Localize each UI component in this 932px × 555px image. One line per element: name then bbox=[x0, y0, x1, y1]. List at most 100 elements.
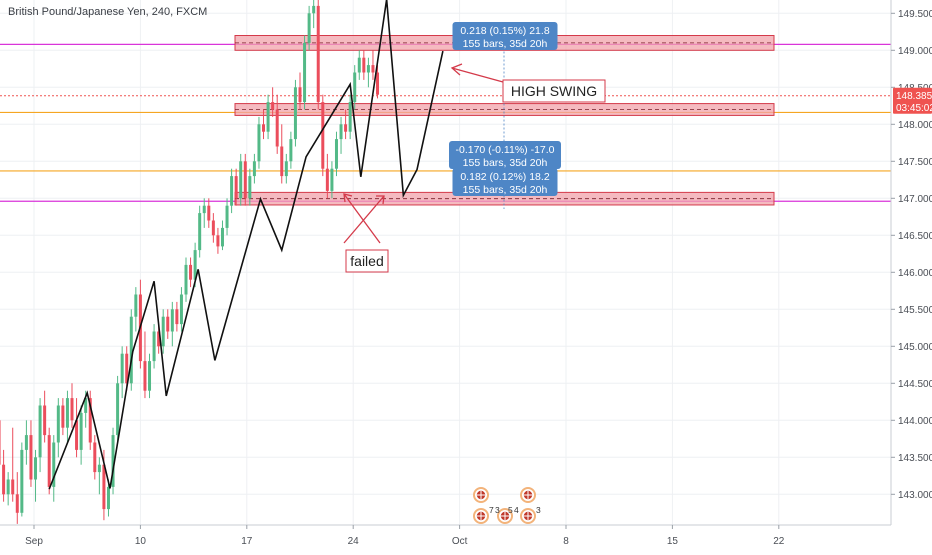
high-swing-arrow-shaft bbox=[451, 67, 504, 83]
candle-body-down bbox=[371, 65, 375, 73]
failed-annotation: failed bbox=[343, 193, 389, 273]
candle-body-down bbox=[207, 205, 211, 221]
candle-body-up bbox=[152, 331, 156, 362]
candle-body-down bbox=[325, 168, 329, 191]
price-tick-label: 146.500 bbox=[898, 231, 932, 242]
candle-body-down bbox=[216, 235, 220, 247]
candles bbox=[0, 0, 380, 524]
candle-body-up bbox=[252, 161, 256, 177]
candle-body-up bbox=[84, 398, 88, 413]
candle-body-up bbox=[129, 316, 133, 384]
candle-body-up bbox=[239, 161, 243, 199]
candle-body-up bbox=[20, 449, 24, 513]
high-swing-label-box bbox=[502, 79, 606, 103]
candle-body-down bbox=[11, 479, 15, 495]
high-swing-annotation: HIGH SWING bbox=[450, 63, 606, 103]
price-tick-label: 149.500 bbox=[898, 9, 932, 20]
event-badge-jpy-group bbox=[520, 508, 536, 524]
candle-body-up bbox=[134, 294, 138, 317]
candle-body-down bbox=[344, 124, 348, 132]
candle-body-down bbox=[275, 109, 279, 147]
candle-body-up bbox=[257, 124, 261, 162]
candle-body-up bbox=[120, 353, 124, 384]
candle-body-up bbox=[334, 139, 338, 169]
candle-body-up bbox=[198, 213, 202, 251]
candle-body-up bbox=[161, 316, 165, 347]
bar-countdown: 03:45:02 bbox=[896, 103, 932, 114]
event-badge-gbp-group-1 bbox=[473, 508, 489, 524]
candle-body-down bbox=[316, 5, 320, 103]
candle-body-down bbox=[102, 464, 106, 510]
price-tick-label: 147.500 bbox=[898, 157, 932, 168]
candle-body-down bbox=[125, 353, 129, 384]
price-tick-label: 147.000 bbox=[898, 194, 932, 205]
failed-arrow-left-head bbox=[343, 193, 353, 203]
candle-body-down bbox=[15, 494, 19, 513]
price-tick-label: 146.000 bbox=[898, 268, 932, 279]
candle-body-up bbox=[330, 168, 334, 191]
candle-body-up bbox=[116, 383, 120, 436]
event-count-badge: 4 bbox=[514, 505, 519, 515]
candle-body-down bbox=[234, 176, 238, 199]
time-tick-label: 15 bbox=[667, 536, 679, 547]
price-tick-label: 144.500 bbox=[898, 379, 932, 390]
candle-body-up bbox=[79, 412, 83, 450]
measure-box-middle-line1: -0.170 (-0.11%) -17.0 bbox=[455, 144, 554, 156]
candle-body-up bbox=[348, 102, 352, 132]
candle-body-up bbox=[366, 65, 370, 73]
candle-body-down bbox=[47, 435, 51, 487]
candle-body-down bbox=[29, 435, 33, 480]
candle-body-down bbox=[211, 220, 215, 236]
time-tick-label: 17 bbox=[241, 536, 253, 547]
candle-body-up bbox=[34, 457, 38, 480]
time-tick-label: 24 bbox=[348, 536, 360, 547]
candle-body-down bbox=[376, 72, 380, 95]
event-badge-gbp-group-2 bbox=[497, 508, 513, 524]
candle-body-down bbox=[166, 316, 170, 332]
measure-box-bottom-line1: 0.182 (0.12%) 18.2 bbox=[460, 171, 549, 183]
swing-line bbox=[48, 0, 444, 490]
candle-body-up bbox=[307, 13, 311, 43]
swing-lines bbox=[48, 0, 444, 490]
measure-box-top-background bbox=[452, 22, 558, 50]
candle-body-up bbox=[289, 139, 293, 162]
failed-label-box bbox=[345, 249, 389, 273]
grid bbox=[0, 0, 891, 532]
candle-body-down bbox=[362, 57, 366, 73]
candle-body-down bbox=[262, 124, 266, 132]
chart-title: British Pound/Japanese Yen, 240, FXCM bbox=[8, 6, 208, 18]
failed-arrow-right-head bbox=[376, 195, 385, 205]
candle-body-down bbox=[43, 405, 47, 436]
event-count-badge: 5 bbox=[508, 505, 513, 515]
candle-body-down bbox=[93, 442, 97, 473]
candle-body-down bbox=[271, 102, 275, 110]
candle-body-down bbox=[175, 309, 179, 325]
measure-box-top-line2: 155 bars, 35d 20h bbox=[463, 38, 548, 50]
candle-body-up bbox=[148, 361, 152, 391]
candle-body-down bbox=[143, 361, 147, 391]
event-badge-jpy bbox=[520, 487, 536, 503]
candle-body-up bbox=[193, 250, 197, 280]
event-count-badge: 7 bbox=[489, 505, 494, 515]
measure-box-middle-line2: 155 bars, 35d 20h bbox=[463, 157, 548, 169]
candle-body-up bbox=[303, 42, 307, 103]
high-swing-label: HIGH SWING bbox=[511, 83, 597, 99]
time-tick-label: 10 bbox=[135, 536, 147, 547]
price-tick-label: 145.500 bbox=[898, 305, 932, 316]
candle-body-up bbox=[6, 479, 10, 495]
measure-box-bottom-line2: 155 bars, 35d 20h bbox=[463, 184, 548, 196]
candle-body-up bbox=[170, 309, 174, 332]
candle-body-up bbox=[312, 5, 316, 14]
candle-body-down bbox=[321, 102, 325, 169]
price-tick-label: 149.000 bbox=[898, 46, 932, 57]
candle-body-up bbox=[230, 176, 234, 206]
candle-body-down bbox=[75, 420, 79, 450]
